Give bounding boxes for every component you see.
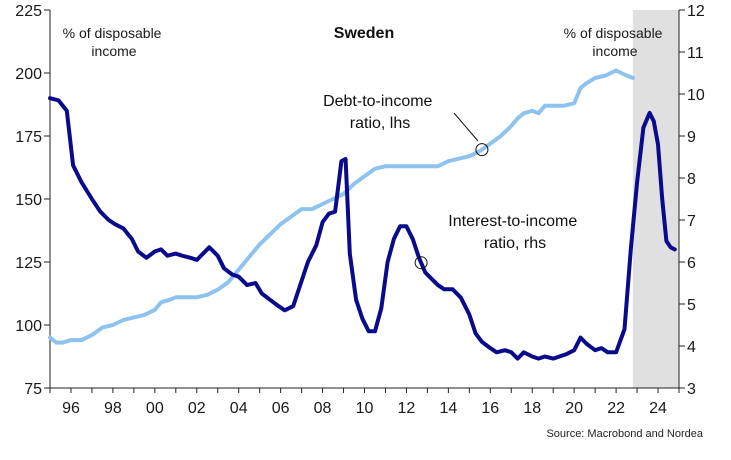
interest-series-annotation: Interest-to-income ratio, rhs <box>448 213 581 252</box>
left-axis-title: % of disposable income <box>63 25 166 59</box>
tick-layer: 75 100 125 150 175 200 225 3 4 5 6 7 8 9 10 11 12 96 98 00 0… <box>15 3 705 417</box>
left-tick-label: 125 <box>15 255 42 272</box>
x-tick-label: 02 <box>188 400 206 417</box>
x-tick-label: 06 <box>272 400 290 417</box>
right-tick-label: 12 <box>687 3 705 20</box>
left-tick-label: 150 <box>15 192 42 209</box>
right-tick-label: 4 <box>687 339 696 356</box>
right-tick-label: 5 <box>687 297 696 314</box>
shaded-region <box>632 10 679 388</box>
right-tick-label: 7 <box>687 213 696 230</box>
right-tick-label: 9 <box>687 129 696 146</box>
x-tick-label: 14 <box>439 400 457 417</box>
right-tick-label: 8 <box>687 171 696 188</box>
x-tick-label: 20 <box>565 400 583 417</box>
right-axis-title: % of disposable income <box>564 25 667 59</box>
source-note: Source: Macrobond and Nordea <box>546 428 703 440</box>
left-tick-label: 100 <box>15 318 42 335</box>
series-layer <box>48 68 677 361</box>
shade-layer <box>632 10 679 388</box>
interest-annotation-marker <box>414 256 428 270</box>
right-tick-label: 11 <box>687 45 704 62</box>
marker-layer <box>414 143 489 270</box>
x-tick-label: 16 <box>481 400 499 417</box>
left-tick-label: 200 <box>15 66 42 83</box>
left-tick-label: 225 <box>15 3 42 20</box>
debt-series-annotation: Debt-to-income ratio, lhs <box>323 93 437 132</box>
debt-annotation-marker <box>475 143 489 157</box>
debt-annotation-leader <box>453 112 479 142</box>
x-tick-label: 96 <box>62 400 80 417</box>
x-tick-label: 98 <box>104 400 122 417</box>
right-tick-label: 6 <box>687 255 696 272</box>
left-tick-label: 175 <box>15 129 42 146</box>
left-tick-label: 75 <box>24 381 42 398</box>
x-tick-label: 04 <box>230 400 248 417</box>
x-tick-label: 22 <box>607 400 625 417</box>
right-tick-label: 3 <box>687 381 696 398</box>
interest-to-income-line <box>48 96 677 361</box>
x-tick-label: 18 <box>523 400 541 417</box>
x-tick-label: 08 <box>314 400 332 417</box>
x-tick-label: 00 <box>146 400 164 417</box>
right-tick-label: 10 <box>687 87 705 104</box>
chart-title: Sweden <box>334 25 394 42</box>
x-tick-label: 10 <box>356 400 374 417</box>
x-tick-label: 12 <box>398 400 416 417</box>
x-tick-label: 24 <box>649 400 667 417</box>
